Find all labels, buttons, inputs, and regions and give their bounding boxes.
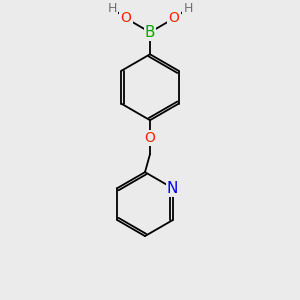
Text: H: H <box>183 2 193 15</box>
Text: O: O <box>169 11 179 25</box>
Text: O: O <box>121 11 131 25</box>
Text: O: O <box>145 131 155 145</box>
Text: H: H <box>107 2 117 15</box>
Text: N: N <box>167 181 178 196</box>
Text: B: B <box>145 25 155 40</box>
